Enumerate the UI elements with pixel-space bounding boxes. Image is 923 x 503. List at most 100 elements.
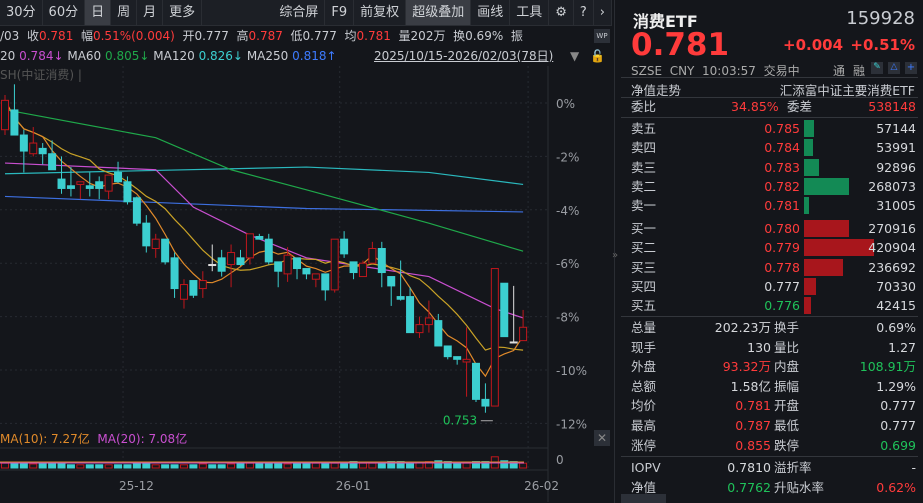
tab-more[interactable]: 更多 [163,0,203,25]
ask-row[interactable]: 卖三 0.783 92896 [631,158,916,177]
lock-icon[interactable]: 🔓 [590,49,605,63]
candle-body [330,238,339,291]
candle-body [161,238,170,263]
wp-icon[interactable]: WP [594,29,610,43]
bid-row[interactable]: 买四 0.777 70330 [631,277,916,296]
tools-button[interactable]: 工具 [510,0,550,25]
close-volume-icon[interactable]: ✕ [594,430,610,446]
level-volume: 268073 [868,178,916,194]
depth-bar [804,220,850,237]
stat-value: 108.91万 [859,359,916,375]
ma250-label: MA250 [246,49,289,63]
vol-value: 202万 [410,29,446,43]
ratio-value: 34.85% [731,99,779,114]
depth-bar [804,120,814,137]
vol-ma20-label: MA(20): 7.08亿 [97,432,188,446]
diff-value: 538148 [868,99,916,114]
ask-row[interactable]: 卖一 0.781 31005 [631,196,916,215]
level-label: 卖四 [631,140,657,156]
stat-label: 均价 [631,398,657,414]
ma60-label: MA60 [67,49,102,63]
level-label: 买五 [631,298,657,314]
candle-body [57,178,66,189]
nav-trend-link[interactable]: 净值走势 [631,83,682,98]
candle-body [217,257,226,272]
candle-body [387,276,396,287]
open-label: 开 [182,29,195,43]
depth-bar [804,139,813,157]
candle-body [236,257,245,266]
volume-bar [76,464,85,469]
volume-bar [217,464,226,469]
alert-bell-icon[interactable]: △ [888,62,900,74]
chevron-right-icon[interactable]: › [594,0,612,25]
candle-body [132,197,141,224]
level-label: 卖一 [631,198,657,214]
dropdown-triangle-icon[interactable]: ▼ [570,49,580,63]
ma10-line [4,100,524,351]
ask-row[interactable]: 卖二 0.782 268073 [631,177,916,196]
f9-button[interactable]: F9 [325,0,355,25]
stat-label: 涨停 [631,437,657,453]
tab-month[interactable]: 月 [137,0,164,25]
volume-bar [293,463,302,469]
candle-body [264,238,273,263]
bid-row[interactable]: 买二 0.779 420904 [631,238,916,257]
stat-row: 涨停 0.855 跌停 0.699 [631,436,916,455]
ask-row[interactable]: 卖四 0.784 53991 [631,138,916,157]
candle-body [1,99,9,131]
edit-icon[interactable]: ✎ [871,62,883,74]
security-name: 消费ETF [633,12,698,31]
tab-week[interactable]: 周 [111,0,138,25]
add-icon[interactable]: + [905,62,917,74]
rong-badge: 融 [853,64,866,78]
candle-body [340,238,349,255]
candle-body [490,268,499,407]
composite-screen-button[interactable]: 综合屏 [273,0,326,25]
stat-row: 现手 130 量比 1.27 [631,338,916,357]
tab-60min[interactable]: 60分 [43,0,86,25]
turn-label: 换 [453,29,466,43]
super-overlay-button[interactable]: 超级叠加 [406,0,472,25]
level-label: 买三 [631,259,657,275]
bid-row[interactable]: 买五 0.776 42415 [631,296,916,315]
draw-line-button[interactable]: 画线 [471,0,511,25]
candle-body [142,222,151,247]
depth-bar [804,197,810,215]
date-range-selector[interactable]: 2025/10/15-2026/02/03(78日) [374,49,554,63]
fund-fullname: 汇添富中证主要消费ETF [779,83,915,98]
stat-row: IOPV 0.7810 溢折率 - [631,458,916,477]
stat-label: 量比 [774,339,800,355]
level-price: 0.776 [764,298,800,314]
bottom-tab[interactable] [621,494,666,503]
level-price: 0.782 [764,178,800,194]
x-tick-label: 25-12 [119,479,154,493]
bid-row[interactable]: 买一 0.780 270916 [631,219,916,238]
help-icon[interactable]: ? [574,0,594,25]
kline-chart[interactable]: 0% -2% -4% -6% -8% -10% -12% 25-12 26-01 26-02 0.7… [0,66,612,502]
forward-adjust-button[interactable]: 前复权 [354,0,407,25]
gear-icon[interactable]: ⚙ [549,0,574,25]
stat-label: 总额 [631,378,657,394]
stat-row: 总额 1.58亿 振幅 1.29% [631,377,916,396]
candle-body [462,358,471,363]
level-label: 卖二 [631,178,657,194]
price-change: +0.004 [783,36,844,54]
candle-body [519,326,528,342]
ask-row[interactable]: 卖五 0.785 57144 [631,119,916,138]
stat-value: 0.62% [876,479,916,495]
volume-bar [283,463,292,469]
candle-body [321,273,330,291]
candle-body [66,185,75,189]
tab-30min[interactable]: 30分 [0,0,43,25]
low-label: 低 [290,29,303,43]
bid-row[interactable]: 买三 0.778 236692 [631,258,916,277]
tab-day[interactable]: 日 [85,0,112,25]
volume-bar [57,463,66,469]
candle-body [453,356,462,360]
level-volume: 57144 [876,121,916,136]
level-volume: 31005 [876,198,916,214]
candle-body [104,174,113,192]
collapse-panel-icon[interactable]: » [612,250,619,261]
depth-bar [804,297,812,315]
